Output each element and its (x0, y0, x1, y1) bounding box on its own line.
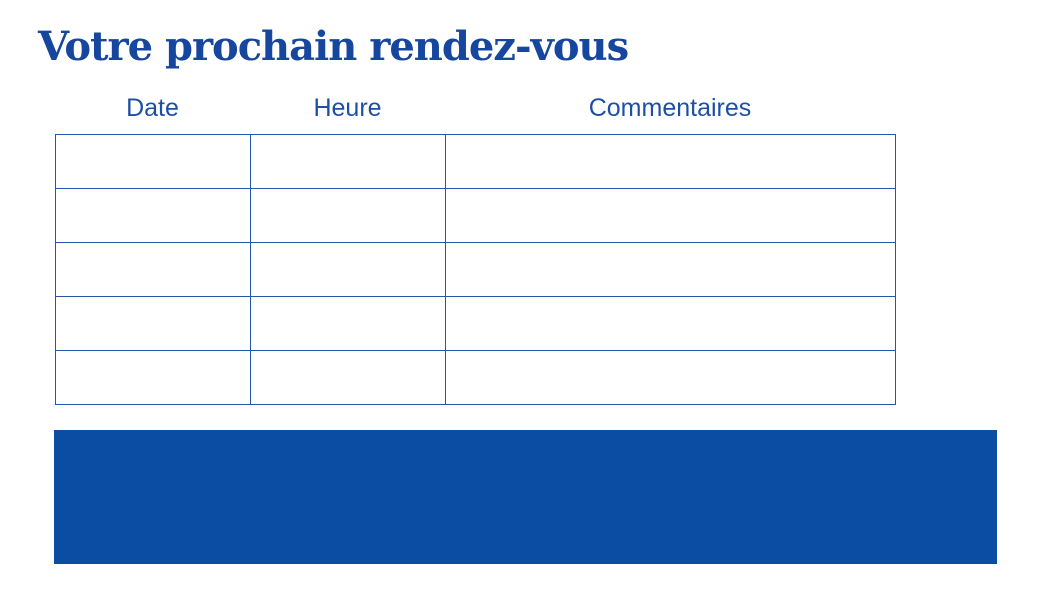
column-header-date: Date (126, 94, 179, 122)
table-cell-commentaires (445, 350, 896, 405)
table-cell-commentaires (445, 242, 896, 297)
table-row (55, 350, 896, 405)
table-cell-heure (250, 350, 446, 405)
table-cell-heure (250, 242, 446, 297)
table-cell-commentaires (445, 296, 896, 351)
table-cell-date (55, 188, 251, 243)
table-row (55, 134, 896, 189)
table-header-row: Date Heure Commentaires (55, 93, 895, 123)
table-row (55, 242, 896, 297)
page-title: Votre prochain rendez-vous (38, 23, 629, 70)
column-header-commentaires: Commentaires (588, 94, 752, 122)
table-cell-date (55, 134, 251, 189)
table-cell-date (55, 242, 251, 297)
bottom-banner (54, 430, 997, 564)
column-header-heure: Heure (313, 94, 382, 122)
appointments-table (55, 134, 896, 405)
table-row (55, 188, 896, 243)
table-cell-heure (250, 296, 446, 351)
table-cell-date (55, 296, 251, 351)
table-cell-heure (250, 134, 446, 189)
table-cell-date (55, 350, 251, 405)
table-cell-heure (250, 188, 446, 243)
table-row (55, 296, 896, 351)
table-cell-commentaires (445, 134, 896, 189)
table-cell-commentaires (445, 188, 896, 243)
